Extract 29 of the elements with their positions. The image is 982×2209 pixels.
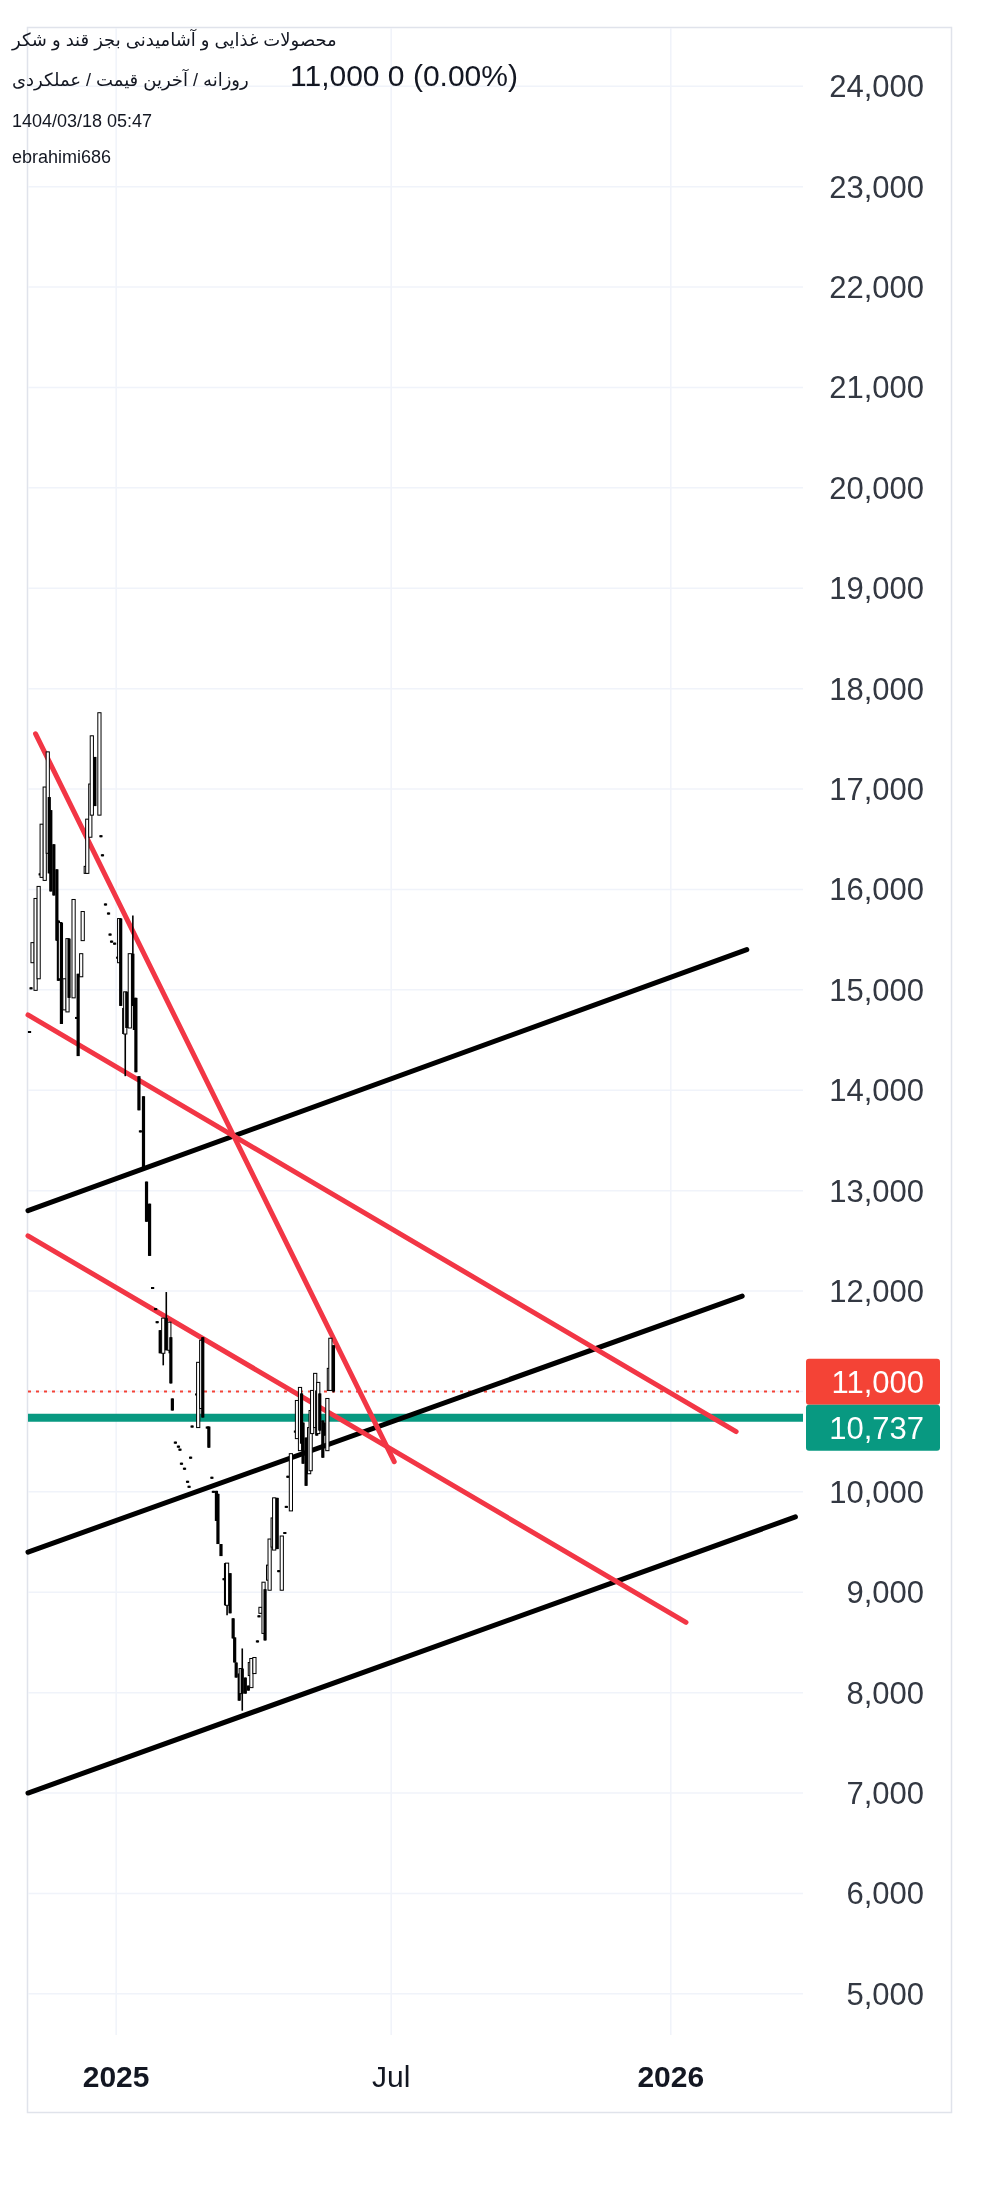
y-tick-label: 8,000 xyxy=(846,1675,924,1711)
y-tick-label: 20,000 xyxy=(829,470,924,506)
x-tick-label: Jul xyxy=(372,2060,411,2093)
y-tick-label: 24,000 xyxy=(829,69,924,105)
y-tick-label: 17,000 xyxy=(829,772,924,808)
y-tick-label: 21,000 xyxy=(829,370,924,406)
chart-title: محصولات غذایی و آشامیدنی بجز قند و شکر xyxy=(12,30,337,50)
y-tick-label: 12,000 xyxy=(829,1274,924,1310)
y-tick-label: 14,000 xyxy=(829,1073,924,1109)
text: روزانه / آخرین قیمت / عملکردی xyxy=(12,70,249,90)
y-tick-label: 18,000 xyxy=(829,671,924,707)
y-tick-label: 13,000 xyxy=(829,1173,924,1209)
y-tick-label: 6,000 xyxy=(846,1876,924,1912)
text: ebrahimi686 xyxy=(12,147,112,167)
y-tick-label: 10,000 xyxy=(829,1474,924,1510)
y-tick-label: 23,000 xyxy=(829,169,924,205)
x-tick-label: 2025 xyxy=(82,2060,150,2093)
y-tick-label: 7,000 xyxy=(846,1776,924,1812)
ref-line-label: 10,737 xyxy=(829,1410,924,1446)
y-tick-label: 15,000 xyxy=(829,972,924,1008)
ref-line-label: 11,000 xyxy=(831,1364,924,1400)
y-tick-label: 19,000 xyxy=(829,571,924,607)
y-tick-label: 5,000 xyxy=(846,1976,924,2012)
y-tick-label: 9,000 xyxy=(846,1575,924,1611)
text: 1404/03/18 05:47 xyxy=(12,111,153,131)
y-tick-label: 22,000 xyxy=(829,270,924,306)
text: 11,000 0 (0.00%) xyxy=(290,59,518,92)
x-tick-label: 2026 xyxy=(637,2060,705,2093)
y-tick-label: 16,000 xyxy=(829,872,924,908)
